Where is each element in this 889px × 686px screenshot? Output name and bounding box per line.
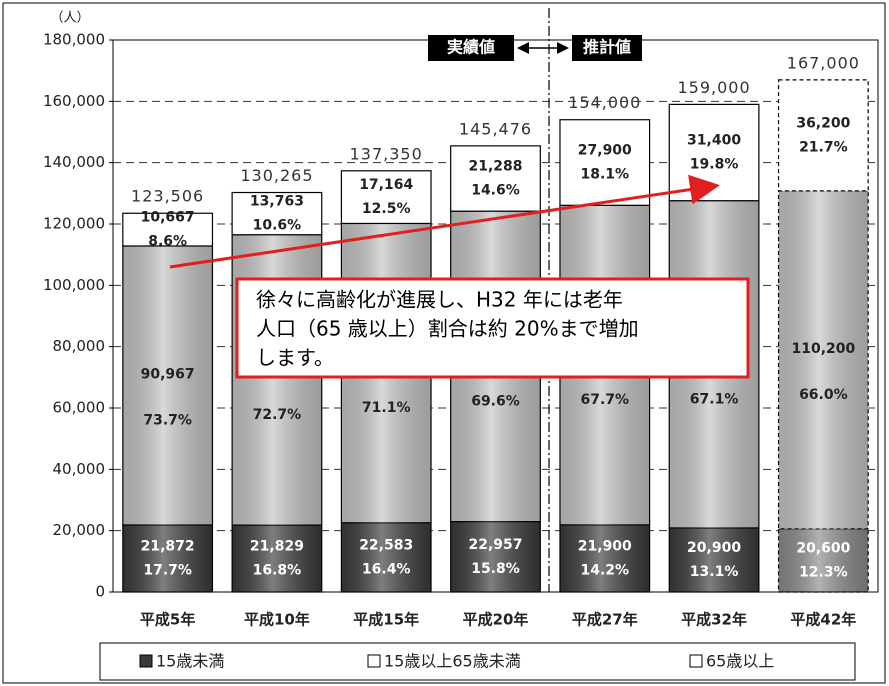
x-tick-label: 平成20年: [463, 611, 529, 629]
value-label: 110,200: [791, 341, 855, 357]
total-label: 159,000: [677, 78, 750, 97]
bar-segment: [122, 212, 214, 247]
bar-segment: [668, 103, 760, 202]
value-label: 17,164: [359, 177, 413, 193]
bar-shade: [122, 524, 213, 592]
percent-label: 67.1%: [690, 391, 739, 407]
bar-segment: [777, 79, 869, 192]
bar-shade: [450, 521, 541, 592]
y-tick-label: 100,000: [43, 276, 105, 294]
bar-segment: [559, 119, 651, 206]
x-tick-label: 平成15年: [353, 611, 419, 629]
percent-label: 66.0%: [799, 387, 848, 403]
percent-label: 10.6%: [253, 218, 302, 234]
value-label: 27,900: [578, 143, 632, 159]
y-tick-label: 140,000: [43, 153, 105, 171]
percent-label: 14.6%: [471, 183, 520, 199]
value-label: 20,600: [796, 540, 850, 556]
value-label: 21,900: [578, 538, 632, 554]
percent-label: 19.8%: [690, 157, 739, 173]
legend-swatch: [689, 654, 703, 668]
y-tick-label: 120,000: [43, 215, 105, 233]
trend-arrow: [169, 174, 720, 269]
x-tick-label: 平成27年: [572, 611, 638, 629]
x-tick-label: 平成5年: [140, 611, 195, 629]
bar-shade: [778, 190, 869, 529]
legend-label: 65歳以上: [706, 652, 774, 671]
y-tick-label: 160,000: [43, 92, 105, 110]
percent-label: 72.7%: [253, 407, 302, 423]
percent-label: 12.5%: [362, 201, 411, 217]
percent-label: 12.3%: [799, 564, 848, 580]
value-label: 21,872: [141, 538, 195, 554]
value-label: 10,667: [141, 210, 195, 226]
x-tick-label: 平成10年: [244, 611, 310, 629]
total-label: 123,506: [131, 187, 204, 206]
percent-label: 21.7%: [799, 139, 848, 155]
bar-shade: [122, 245, 213, 525]
actual-badge: [428, 35, 514, 61]
percent-label: 73.7%: [143, 412, 192, 428]
percent-label: 16.4%: [362, 561, 411, 577]
y-tick-label: 40,000: [53, 460, 106, 478]
y-tick-label: 80,000: [53, 337, 106, 355]
percent-label: 13.1%: [690, 564, 739, 580]
bar-segment: [450, 145, 541, 212]
bar-shade: [669, 527, 759, 592]
note-line: 人口（65 歳以上）割合は約 20%まで増加: [256, 317, 639, 341]
percent-label: 17.7%: [143, 562, 192, 578]
value-label: 22,957: [468, 537, 522, 553]
percent-label: 8.6%: [148, 234, 187, 250]
bar-shade: [559, 524, 650, 592]
bar-shade: [341, 522, 432, 592]
x-tick-label: 平成32年: [681, 611, 747, 629]
y-tick-label: 20,000: [53, 521, 106, 539]
bar-segment: [340, 170, 432, 225]
value-label: 36,200: [796, 115, 850, 131]
note-line: 徐々に高齢化が進展し、H32 年には老年: [256, 288, 623, 312]
bar-segment: [231, 191, 323, 236]
legend-swatch: [367, 654, 381, 668]
actual-label: 実績値: [447, 38, 495, 57]
total-label: 137,350: [350, 144, 423, 163]
total-label: 167,000: [787, 53, 860, 72]
percent-label: 14.2%: [580, 562, 629, 578]
legend-label: 15歳以上65歳未満: [384, 652, 521, 671]
legend-label: 15歳未満: [156, 652, 224, 671]
projected-label: 推計値: [583, 38, 631, 57]
value-label: 13,763: [250, 194, 304, 210]
y-tick-label: 180,000: [43, 31, 105, 49]
y-tick-label: 0: [95, 583, 105, 601]
percent-label: 16.8%: [253, 563, 302, 579]
percent-label: 69.6%: [471, 393, 520, 409]
total-label: 154,000: [568, 93, 641, 112]
percent-label: 18.1%: [580, 167, 629, 183]
percent-label: 67.7%: [580, 392, 629, 408]
total-label: 130,265: [240, 166, 313, 185]
legend-swatch: [139, 654, 153, 668]
value-label: 21,829: [250, 539, 304, 555]
percent-label: 15.8%: [471, 561, 520, 577]
value-label: 31,400: [687, 133, 741, 149]
projected-badge: [572, 35, 642, 61]
value-label: 20,900: [687, 540, 741, 556]
value-label: 22,583: [359, 537, 413, 553]
total-label: 145,476: [459, 119, 532, 138]
y-tick-label: 60,000: [53, 399, 106, 417]
value-label: 90,967: [141, 366, 195, 382]
note-line: します。: [256, 346, 334, 370]
note-box: [235, 277, 750, 379]
bar-shade: [778, 528, 869, 592]
value-label: 21,288: [468, 159, 522, 175]
legend-box: [99, 642, 856, 681]
x-tick-label: 平成42年: [790, 611, 856, 629]
percent-label: 71.1%: [362, 400, 411, 416]
bar-shade: [232, 525, 322, 592]
y-axis-unit: （人）: [50, 11, 89, 26]
